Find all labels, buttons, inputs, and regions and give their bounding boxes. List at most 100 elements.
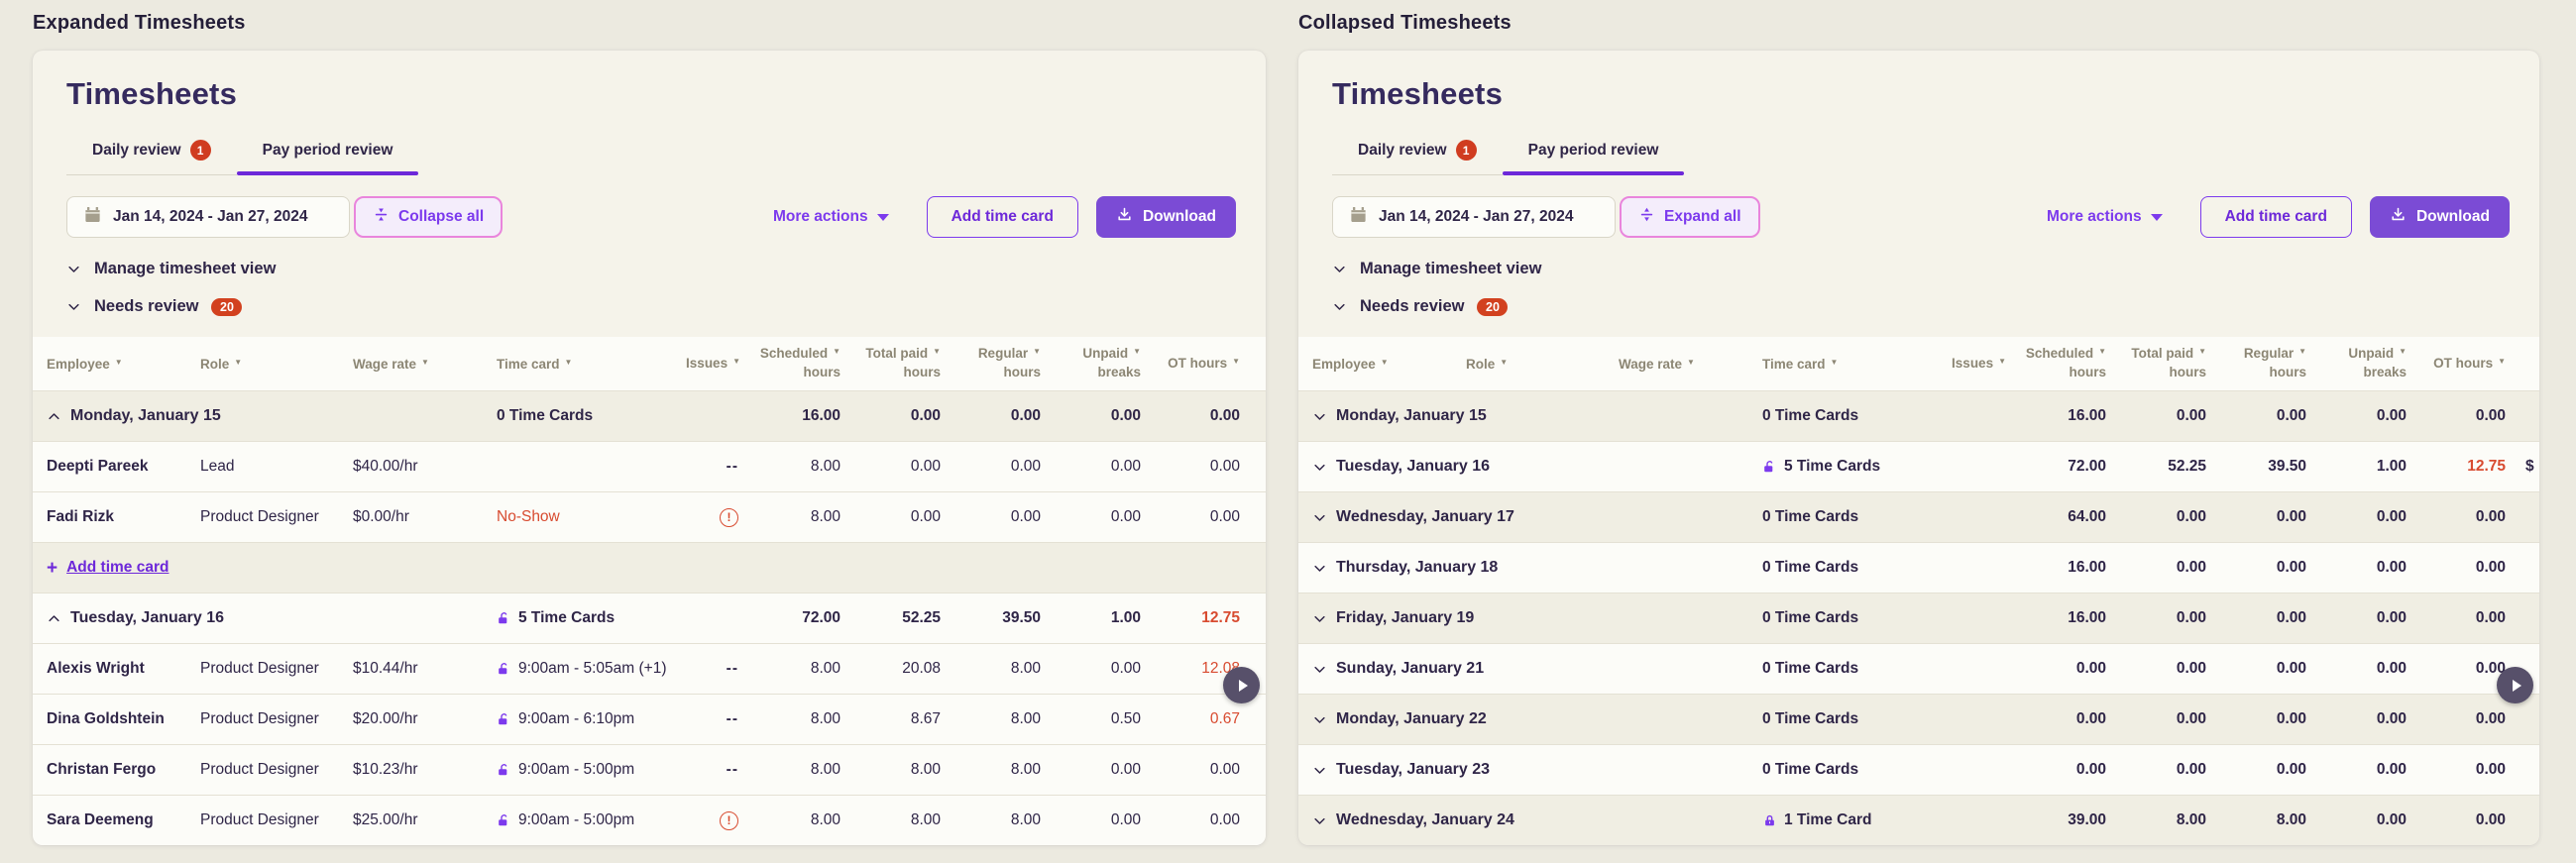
column-header-employee[interactable]: Employee ▼	[1312, 357, 1466, 372]
column-header-time-card[interactable]: Time card ▼	[497, 357, 680, 372]
needs-review-toggle[interactable]: Needs review 20	[1332, 297, 2506, 316]
time-card-cell[interactable]: 9:00am - 5:00pm	[497, 811, 680, 829]
wage-rate-value: $10.23/hr	[353, 761, 418, 778]
day-group-row[interactable]: Wednesday, January 17 0 Time Cards 64.00 0.…	[1298, 491, 2539, 542]
chevron-down-icon[interactable]	[1312, 460, 1327, 475]
chevron-down-icon[interactable]	[1312, 611, 1327, 626]
day-group-row[interactable]: Monday, January 15 0 Time Cards 16.00 0.00 0…	[33, 390, 1266, 441]
day-group-row[interactable]: Sunday, January 21 0 Time Cards 0.00 0.00 0.…	[1298, 643, 2539, 694]
column-header-role[interactable]: Role ▼	[1466, 357, 1619, 372]
column-header-unpaid-breaks[interactable]: Unpaid ▼ breaks	[2306, 345, 2407, 382]
column-header-wage-rate[interactable]: Wage rate ▼	[1619, 357, 1762, 372]
date-range-picker[interactable]: Jan 14, 2024 - Jan 27, 2024	[1332, 196, 1616, 238]
time-card-cell[interactable]: 0 Time Cards	[497, 407, 680, 425]
hours-value-cell: 16.00	[2006, 407, 2106, 425]
time-card-cell[interactable]: 9:00am - 5:05am (+1)	[497, 660, 680, 678]
day-group-row[interactable]: Tuesday, January 16 5 Time Cards 72.00 52.2…	[33, 593, 1266, 643]
employee-role-cell: Product Designer	[200, 761, 353, 779]
tab-daily-review[interactable]: Daily review 1	[1332, 132, 1503, 175]
needs-review-toggle[interactable]: Needs review 20	[66, 297, 1232, 316]
tab-pay-period-review[interactable]: Pay period review	[236, 132, 419, 175]
column-header-issues[interactable]: Issues ▼	[680, 355, 740, 374]
hours-value-cell: 0.00	[2106, 710, 2206, 728]
day-group-row[interactable]: Monday, January 15 0 Time Cards 16.00 0.00 0…	[1298, 390, 2539, 441]
time-card-cell[interactable]: 5 Time Cards	[497, 609, 680, 627]
day-group-row[interactable]: Wednesday, January 24 1 Time Card 39.00 8.0…	[1298, 795, 2539, 845]
date-range-picker[interactable]: Jan 14, 2024 - Jan 27, 2024	[66, 196, 350, 238]
column-header-role[interactable]: Role ▼	[200, 357, 353, 372]
tab-pay-period-review[interactable]: Pay period review	[1502, 132, 1685, 175]
chevron-down-icon[interactable]	[1312, 813, 1327, 828]
day-label-cell: Tuesday, January 23	[1312, 761, 1762, 779]
column-header-regular-hours[interactable]: Regular ▼ hours	[941, 345, 1041, 382]
toggle-all-button[interactable]: Collapse all	[354, 196, 504, 238]
chevron-down-icon[interactable]	[1312, 409, 1327, 424]
hours-value: 0.00	[2176, 559, 2206, 576]
time-card-cell[interactable]: 9:00am - 6:10pm	[497, 710, 680, 728]
download-button[interactable]: Download	[1095, 196, 1236, 238]
day-group-row[interactable]: Monday, January 22 0 Time Cards 0.00 0.00 0.…	[1298, 694, 2539, 744]
warning-icon[interactable]: !	[720, 810, 738, 830]
hours-value: 8.00	[1010, 811, 1041, 828]
column-header-unpaid-breaks[interactable]: Unpaid ▼ breaks	[1041, 345, 1141, 382]
warning-icon[interactable]: !	[720, 507, 738, 527]
column-header-total-paid-hours[interactable]: Total paid ▼ hours	[2106, 345, 2206, 382]
time-card-cell[interactable]: 9:00am - 5:00pm	[497, 761, 680, 779]
time-card-cell[interactable]: 0 Time Cards	[1762, 508, 1946, 526]
hours-value: 0.00	[2176, 761, 2206, 778]
day-group-row[interactable]: Tuesday, January 16 5 Time Cards 72.00 52.2…	[1298, 441, 2539, 491]
chevron-down-icon[interactable]	[1312, 510, 1327, 525]
column-label: Scheduled	[759, 346, 829, 362]
column-header-issues[interactable]: Issues ▼	[1946, 355, 2006, 374]
chevron-up-icon[interactable]	[47, 409, 61, 424]
time-card-cell[interactable]: 0 Time Cards	[1762, 559, 1946, 577]
sort-icon: ▼	[1033, 347, 1041, 357]
add-time-card-button[interactable]: Add time card	[926, 196, 1078, 238]
more-actions-menu[interactable]: More actions	[2047, 208, 2163, 226]
tab-daily-review[interactable]: Daily review 1	[66, 132, 237, 175]
manage-timesheet-view-toggle[interactable]: Manage timesheet view	[66, 260, 1232, 278]
time-card-cell[interactable]: 0 Time Cards	[1762, 407, 1946, 425]
column-header-wage-rate[interactable]: Wage rate ▼	[353, 357, 497, 372]
download-button[interactable]: Download	[2369, 196, 2510, 238]
column-header-total-paid-hours[interactable]: Total paid ▼ hours	[840, 345, 941, 382]
manage-timesheet-view-toggle[interactable]: Manage timesheet view	[1332, 260, 2506, 278]
column-header-time-card[interactable]: Time card ▼	[1762, 357, 1946, 372]
column-header-ot-hours[interactable]: OT hours ▼	[1141, 355, 1240, 374]
scroll-columns-right-button[interactable]	[1223, 667, 1260, 703]
add-time-card-button[interactable]: Add time card	[2199, 196, 2352, 238]
time-card-cell[interactable]: 0 Time Cards	[1762, 761, 1946, 779]
scroll-columns-right-button[interactable]	[2497, 667, 2533, 703]
time-card-cell[interactable]: 0 Time Cards	[1762, 660, 1946, 678]
time-card-cell[interactable]: 0 Time Cards	[1762, 710, 1946, 728]
hours-value-cell: 0.00	[2306, 407, 2407, 425]
time-card-cell[interactable]: 1 Time Card	[1762, 811, 1946, 829]
chevron-down-icon[interactable]	[1312, 662, 1327, 677]
time-card-text: 0 Time Cards	[1762, 559, 1859, 576]
hours-value: 8.00	[810, 761, 840, 778]
wage-rate-value: $10.44/hr	[353, 660, 418, 677]
chevron-down-icon[interactable]	[1312, 561, 1327, 576]
hours-value: 0.00	[1209, 458, 1240, 475]
chevron-down-icon[interactable]	[1312, 712, 1327, 727]
chevron-down-icon[interactable]	[1312, 763, 1327, 778]
day-group-row[interactable]: Thursday, January 18 0 Time Cards 16.00 0.0…	[1298, 542, 2539, 593]
chevron-up-icon[interactable]	[47, 611, 61, 626]
more-actions-menu[interactable]: More actions	[773, 208, 889, 226]
day-group-row[interactable]: Tuesday, January 23 0 Time Cards 0.00 0.00 0…	[1298, 744, 2539, 795]
column-header-scheduled-hours[interactable]: Scheduled ▼ hours	[2006, 345, 2106, 382]
day-group-row[interactable]: Friday, January 19 0 Time Cards 16.00 0.00 0…	[1298, 593, 2539, 643]
column-header-regular-hours[interactable]: Regular ▼ hours	[2206, 345, 2306, 382]
toggle-all-button[interactable]: Expand all	[1620, 196, 1760, 238]
wage-rate-value: $40.00/hr	[353, 458, 418, 475]
time-card-cell[interactable]: No-Show	[497, 508, 680, 526]
column-header-scheduled-hours[interactable]: Scheduled ▼ hours	[740, 345, 840, 382]
hours-value-cell: 0.00	[2206, 609, 2306, 627]
column-header-ot-hours[interactable]: OT hours ▼	[2407, 355, 2506, 374]
time-card-cell[interactable]: 5 Time Cards	[1762, 458, 1946, 476]
time-card-cell[interactable]: 0 Time Cards	[1762, 609, 1946, 627]
column-header-employee[interactable]: Employee ▼	[47, 357, 200, 372]
wage-rate-cell: $25.00/hr	[353, 811, 497, 829]
add-time-card-link[interactable]: + Add time card	[47, 559, 168, 578]
timesheets-table: Employee ▼ Role ▼ Wage rate ▼ Time card ▼ Issues…	[33, 337, 1266, 845]
